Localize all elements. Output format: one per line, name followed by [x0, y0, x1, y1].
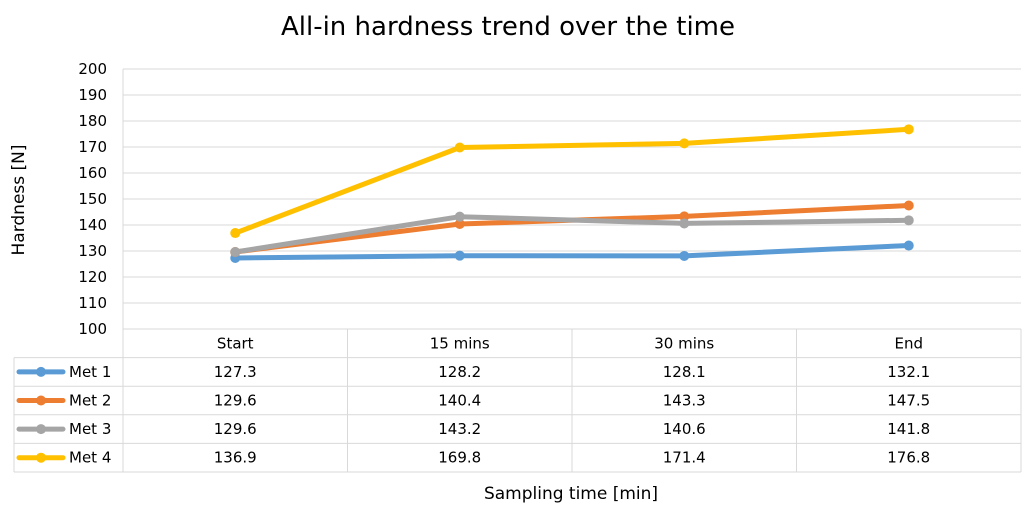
data-point [679, 250, 690, 261]
x-tick-label: 15 mins [430, 334, 490, 352]
data-label: 128.2 [438, 363, 481, 381]
legend-entry: Met 4 [69, 449, 111, 467]
data-label: 128.1 [663, 363, 706, 381]
data-point [903, 124, 914, 135]
data-label: 176.8 [887, 449, 930, 467]
legend-key-marker [36, 366, 46, 377]
data-label: 147.5 [887, 392, 930, 410]
y-axis-label: Hardness [N] [9, 144, 29, 255]
x-tick-label: Start [217, 334, 254, 352]
y-tick-label: 190 [78, 86, 107, 104]
x-axis-label: Sampling time [min] [484, 484, 658, 504]
data-label: 132.1 [887, 363, 930, 381]
series-line [232, 203, 912, 255]
y-tick-label: 110 [78, 294, 107, 312]
data-label: 171.4 [663, 449, 706, 467]
legend-entry: Met 1 [69, 363, 111, 381]
x-tick-label: 30 mins [654, 334, 714, 352]
data-point [903, 200, 914, 211]
data-point [679, 138, 690, 149]
y-tick-label: 120 [78, 268, 107, 286]
series-lines [232, 126, 912, 261]
data-point [679, 211, 690, 222]
x-tick-label: End [894, 334, 923, 352]
data-point [903, 215, 914, 226]
data-label: 169.8 [438, 449, 481, 467]
data-label: 143.3 [663, 392, 706, 410]
y-tick-label: 180 [78, 112, 107, 130]
data-label: 141.8 [887, 420, 930, 438]
data-point [230, 247, 241, 258]
data-point [903, 240, 914, 251]
data-point [454, 250, 465, 261]
data-label: 127.3 [214, 363, 257, 381]
y-tick-label: 160 [78, 164, 107, 182]
chart-title: All-in hardness trend over the time [281, 12, 735, 42]
data-point [454, 142, 465, 153]
data-point [454, 218, 465, 229]
data-point [230, 228, 241, 239]
gridlines [123, 68, 1021, 304]
y-tick-label: 150 [78, 190, 107, 208]
series-line [232, 214, 912, 255]
legend-key-marker [36, 452, 46, 463]
legend-entry: Met 3 [69, 420, 111, 438]
y-tick-label: 140 [78, 216, 107, 234]
series-line [232, 126, 912, 236]
data-label: 136.9 [214, 449, 257, 467]
data-label: 140.4 [438, 392, 481, 410]
data-table: Start 15 mins 30 mins End Met 1 127.3 128.2 128… [13, 69, 1022, 473]
legend-key-marker [36, 424, 46, 435]
data-label: 129.6 [214, 392, 257, 410]
data-label: 129.6 [214, 420, 257, 438]
data-label: 143.2 [438, 420, 481, 438]
y-tick-label: 100 [78, 320, 107, 338]
data-label: 140.6 [663, 420, 706, 438]
y-tick-label: 170 [78, 138, 107, 156]
y-tick-label: 130 [78, 242, 107, 260]
series-line [232, 243, 912, 261]
data-point [454, 211, 465, 222]
series-markers [230, 124, 914, 264]
legend-key-marker [36, 395, 46, 406]
y-axis-ticks: 100 110 120 130 140 150 160 170 180 190 200 [78, 60, 107, 338]
legend-entry: Met 2 [69, 392, 111, 410]
y-tick-label: 200 [78, 60, 107, 78]
data-point [679, 218, 690, 229]
